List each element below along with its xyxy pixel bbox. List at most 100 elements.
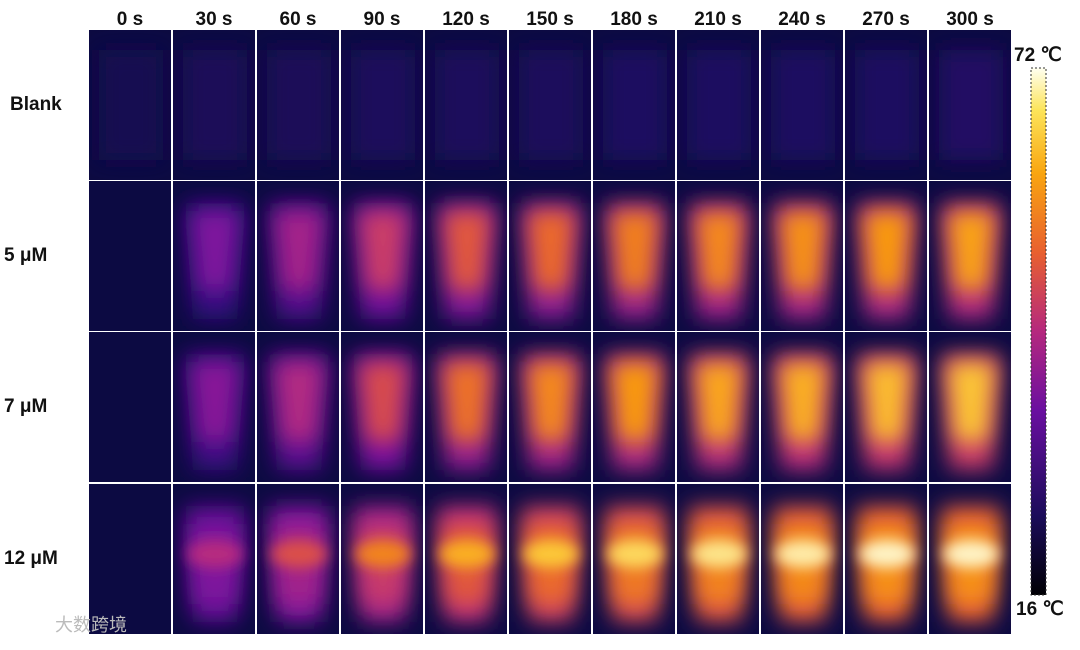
- vial-core: [863, 211, 911, 291]
- vial-core: [779, 362, 827, 442]
- thermal-image: [257, 30, 339, 180]
- hotspot: [943, 540, 999, 568]
- vial: [519, 50, 583, 160]
- column-label: 90 s: [364, 9, 401, 30]
- thermal-image: [929, 181, 1011, 331]
- thermal-image: [929, 30, 1011, 180]
- vial-core: [863, 362, 911, 442]
- thermal-image: [257, 332, 339, 482]
- thermal-image: [425, 332, 507, 482]
- column-label: 30 s: [196, 9, 233, 30]
- thermal-image: [677, 332, 759, 482]
- thermal-image: [257, 484, 339, 634]
- thermal-image: [929, 484, 1011, 634]
- thermal-image: [845, 181, 927, 331]
- vial-core: [947, 211, 995, 291]
- hotspot: [523, 540, 579, 568]
- thermal-image: [593, 332, 675, 482]
- thermal-image: [593, 30, 675, 180]
- thermal-image: [509, 181, 591, 331]
- vial: [939, 50, 1003, 160]
- row-label: 5 μM: [4, 245, 47, 266]
- hotspot: [607, 540, 663, 568]
- thermal-image: [509, 332, 591, 482]
- thermal-image: [593, 181, 675, 331]
- thermal-image: [341, 181, 423, 331]
- thermal-image: [593, 484, 675, 634]
- hotspot: [775, 540, 831, 568]
- vial-core: [611, 211, 659, 291]
- row-label: Blank: [10, 94, 62, 115]
- column-label: 300 s: [946, 9, 994, 30]
- thermal-image: [89, 332, 171, 482]
- image-grid: [89, 30, 1011, 634]
- thermal-image: [677, 30, 759, 180]
- background: [89, 181, 171, 331]
- watermark: 大数跨境: [55, 615, 127, 635]
- column-label: 210 s: [694, 9, 742, 30]
- thermal-image: [173, 332, 255, 482]
- vial-core: [947, 362, 995, 442]
- hotspot: [355, 540, 411, 568]
- thermal-image: [173, 484, 255, 634]
- thermal-image: [173, 181, 255, 331]
- column-label: 180 s: [610, 9, 658, 30]
- vial-core: [695, 362, 743, 442]
- hotspot: [439, 540, 495, 568]
- thermal-image: [845, 30, 927, 180]
- vial: [435, 50, 499, 160]
- vial-core: [779, 211, 827, 291]
- thermal-image: [509, 484, 591, 634]
- vial-core: [359, 362, 407, 442]
- vial: [351, 50, 415, 160]
- background: [89, 484, 171, 634]
- column-label: 150 s: [526, 9, 574, 30]
- column-label: 270 s: [862, 9, 910, 30]
- colorbar-max: 72 ℃: [1014, 45, 1062, 66]
- thermal-image: [761, 484, 843, 634]
- vial-core: [275, 211, 323, 291]
- vial: [99, 50, 163, 160]
- vial-core: [695, 211, 743, 291]
- colorbar: [1030, 67, 1047, 596]
- hotspot: [187, 540, 243, 568]
- column-label: 0 s: [117, 9, 143, 30]
- thermal-image: [89, 30, 171, 180]
- vial-core: [527, 362, 575, 442]
- background: [89, 332, 171, 482]
- vial-core: [443, 211, 491, 291]
- vial: [771, 50, 835, 160]
- thermal-image: [257, 181, 339, 331]
- thermal-image: [761, 30, 843, 180]
- thermal-image: [761, 332, 843, 482]
- thermal-image: [341, 484, 423, 634]
- vial: [855, 50, 919, 160]
- vial: [603, 50, 667, 160]
- vial: [183, 50, 247, 160]
- column-label: 60 s: [280, 9, 317, 30]
- thermal-image: [425, 30, 507, 180]
- thermal-image: [89, 181, 171, 331]
- vial-core: [611, 362, 659, 442]
- thermal-image: [341, 30, 423, 180]
- thermal-image: [761, 181, 843, 331]
- vial-core: [527, 211, 575, 291]
- column-label: 120 s: [442, 9, 490, 30]
- vial: [267, 50, 331, 160]
- vial-core: [359, 211, 407, 291]
- vial: [687, 50, 751, 160]
- thermal-image: [425, 484, 507, 634]
- vial-core: [191, 362, 239, 442]
- vial-core: [191, 211, 239, 291]
- hotspot: [691, 540, 747, 568]
- thermal-image: [89, 484, 171, 634]
- vial-core: [275, 362, 323, 442]
- thermal-image: [677, 181, 759, 331]
- hotspot: [859, 540, 915, 568]
- thermal-image: [677, 484, 759, 634]
- hotspot: [271, 540, 327, 568]
- row-label: 7 μM: [4, 396, 47, 417]
- column-label: 240 s: [778, 9, 826, 30]
- colorbar-min: 16 ℃: [1016, 599, 1064, 620]
